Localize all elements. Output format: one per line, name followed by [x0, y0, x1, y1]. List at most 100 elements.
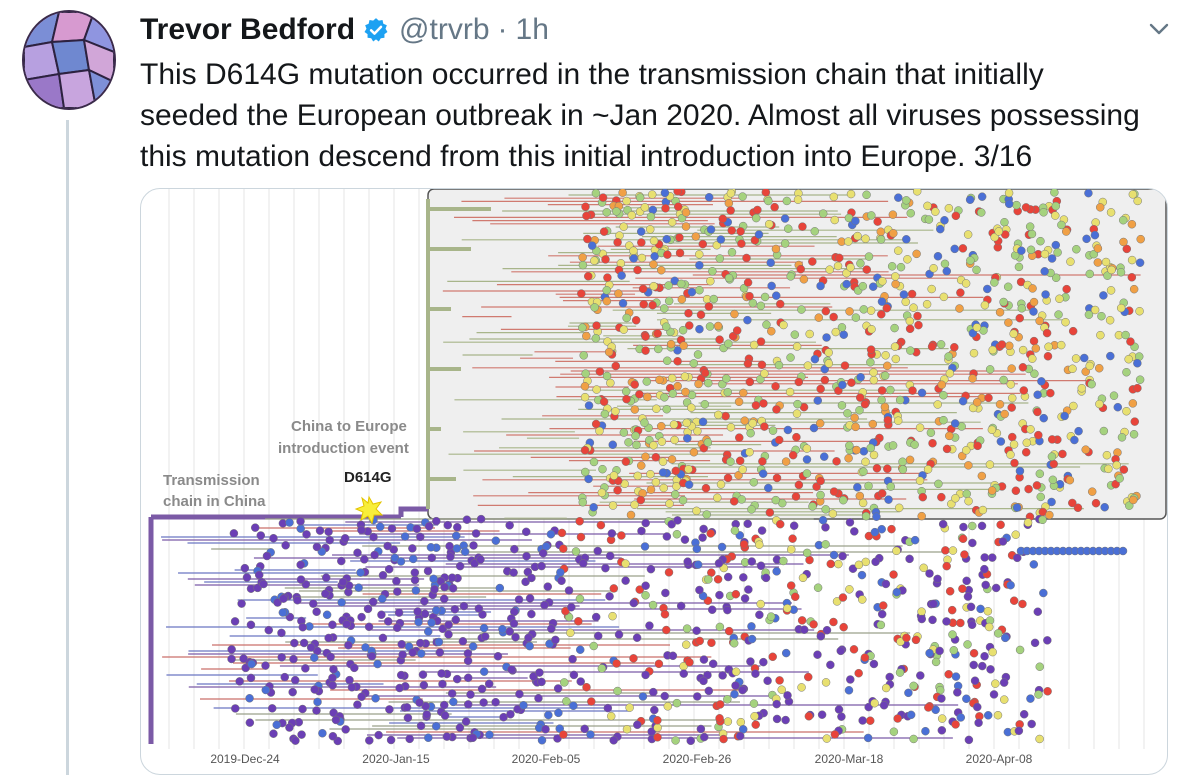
tip-node [678, 325, 688, 335]
tip-node [649, 687, 658, 697]
tip-node [715, 254, 725, 263]
timestamp[interactable]: 1h [515, 13, 549, 46]
phylogenetic-tree-figure: China to Europe introduction event D614G… [148, 189, 1167, 766]
tip-node [650, 252, 659, 261]
tip-node [829, 192, 839, 202]
tip-node [973, 441, 982, 451]
tip-node [800, 625, 809, 634]
avatar[interactable] [22, 10, 116, 110]
tip-node [491, 697, 500, 707]
tip-node [719, 734, 728, 744]
tip-node [832, 457, 841, 466]
tip-node [1051, 273, 1061, 283]
tip-node [368, 597, 378, 607]
tip-node [837, 712, 846, 721]
tip-node [1087, 379, 1096, 389]
tip-node [745, 377, 755, 387]
tip-node [814, 313, 824, 322]
tip-node [854, 560, 864, 570]
tip-node [854, 668, 863, 678]
tip-node [1039, 588, 1048, 598]
tip-node [1129, 284, 1139, 294]
tip-node [589, 641, 598, 651]
tip-node [700, 399, 710, 409]
tip-node [713, 321, 723, 331]
tip-node [342, 619, 351, 629]
tip-node [458, 637, 468, 646]
tweet-media-figure[interactable]: China to Europe introduction event D614G… [140, 188, 1168, 775]
author-name[interactable]: Trevor Bedford [140, 13, 356, 46]
tip-node [744, 585, 753, 594]
tip-node [383, 617, 393, 626]
tip-node [858, 281, 868, 291]
tip-node [706, 276, 715, 286]
tip-node [371, 694, 380, 703]
tip-node [828, 509, 838, 518]
tip-node [803, 361, 813, 370]
tip-node [247, 659, 256, 669]
tip-node [632, 633, 642, 642]
tip-node [485, 730, 494, 740]
tip-node [670, 490, 680, 499]
tip-node [880, 402, 890, 412]
tip-node [963, 640, 972, 649]
tip-node [829, 550, 839, 560]
tip-node [578, 260, 588, 270]
tip-node [844, 237, 853, 246]
tip-node [821, 523, 830, 532]
tip-node [612, 207, 621, 216]
tip-node [933, 251, 943, 261]
tip-node [695, 636, 704, 646]
tip-node [1001, 633, 1010, 643]
tip-node [743, 278, 753, 287]
tip-node [313, 697, 322, 707]
tip-node [704, 686, 714, 696]
tip-node [727, 226, 737, 235]
tip-node [537, 561, 546, 571]
tip-node [353, 700, 362, 709]
tip-node [1035, 316, 1044, 326]
tip-node [941, 546, 950, 555]
tip-node [864, 702, 873, 712]
tip-node [592, 321, 601, 330]
tip-node [731, 667, 741, 676]
tip-node [629, 598, 638, 608]
tip-node [575, 645, 585, 654]
tip-node [299, 638, 309, 648]
author-handle[interactable]: @trvrb [399, 13, 490, 46]
tip-node [824, 359, 834, 368]
tip-node [977, 521, 987, 531]
tip-node [763, 676, 772, 686]
tip-node [357, 612, 366, 622]
tip-node [273, 598, 282, 607]
tip-node [793, 195, 803, 204]
tip-node [869, 659, 879, 669]
tip-node [991, 583, 1001, 593]
tip-node [439, 700, 449, 710]
tip-node [1046, 388, 1055, 398]
tip-node [591, 419, 601, 429]
tip-node [882, 303, 892, 313]
tip-node [432, 606, 441, 615]
tip-node [396, 670, 406, 680]
tip-node [983, 284, 992, 294]
tip-node [988, 345, 997, 355]
tip-node [749, 478, 759, 487]
tip-node [844, 686, 854, 695]
tip-node [324, 633, 333, 643]
tip-node [661, 204, 670, 213]
tip-node [480, 632, 490, 641]
tip-node [964, 461, 973, 470]
tip-node [713, 493, 722, 503]
tip-node [680, 372, 690, 381]
tip-node [822, 625, 832, 635]
tip-node [889, 228, 898, 238]
tip-node [896, 262, 906, 272]
chevron-down-icon[interactable] [1148, 18, 1170, 40]
tip-node [747, 505, 756, 514]
tip-node [440, 582, 449, 592]
tip-node [636, 227, 646, 236]
tip-node [716, 235, 726, 244]
tip-node [923, 201, 932, 211]
tip-node [937, 726, 947, 735]
